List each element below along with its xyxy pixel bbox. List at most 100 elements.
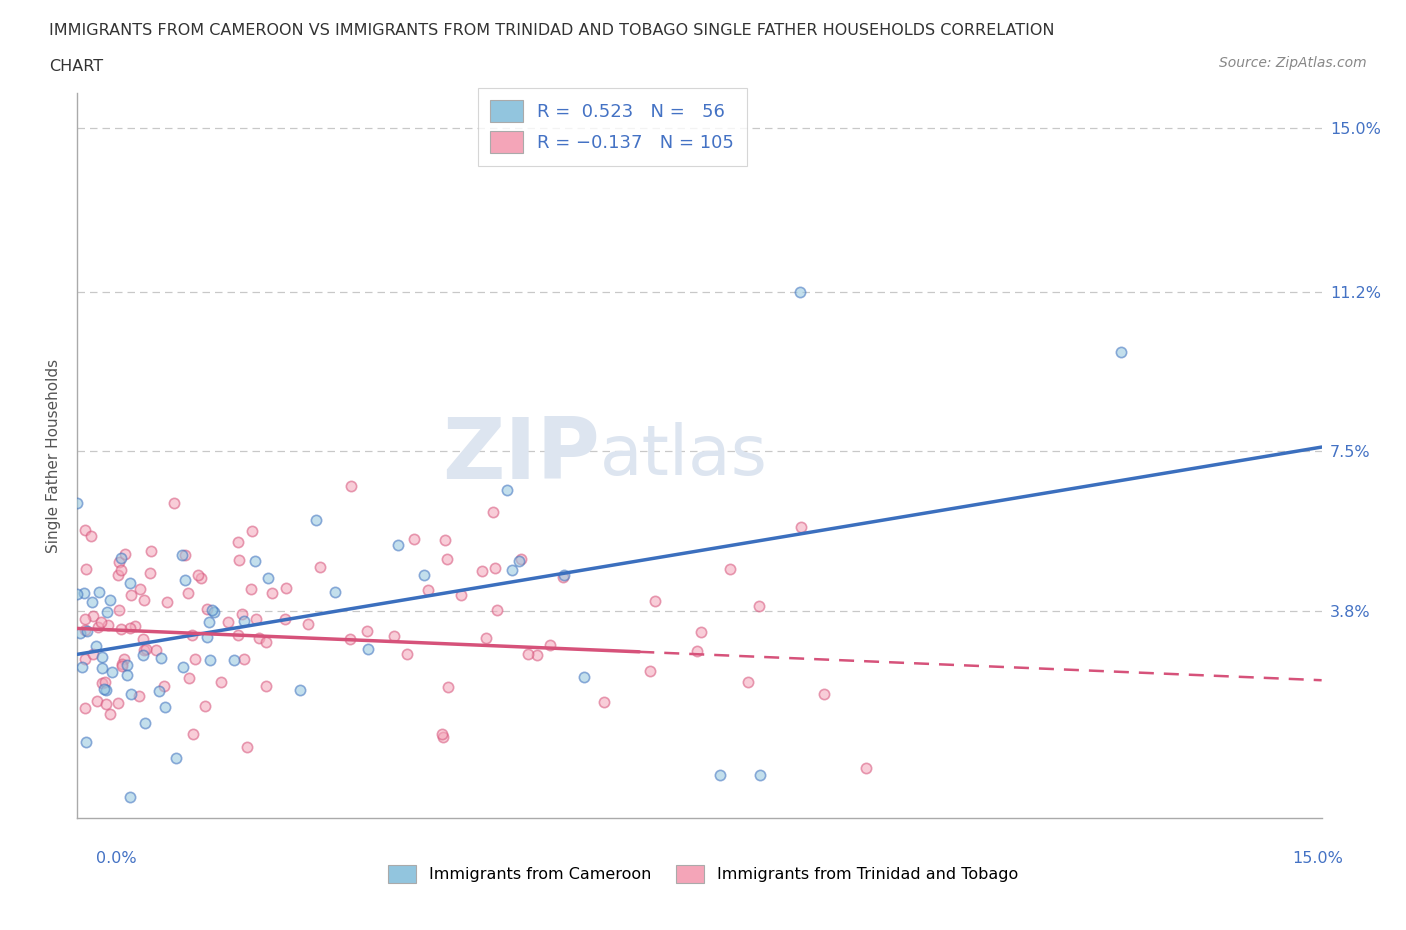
Point <box>114 547 136 562</box>
Point <box>84 638 107 653</box>
Point <box>357 642 380 657</box>
Point <box>382 629 405 644</box>
Point <box>90 650 112 665</box>
Point <box>163 496 186 511</box>
Point <box>82 646 104 661</box>
Point <box>481 504 503 519</box>
Point <box>737 675 759 690</box>
Point <box>387 538 409 553</box>
Point <box>325 584 347 599</box>
Point <box>262 586 284 601</box>
Point <box>553 568 575 583</box>
Text: atlas: atlas <box>600 422 768 489</box>
Point <box>240 524 263 538</box>
Point <box>297 616 319 631</box>
Point <box>813 686 835 701</box>
Point <box>97 618 120 632</box>
Point <box>309 560 332 575</box>
Point <box>526 647 548 662</box>
Point <box>112 652 135 667</box>
Point <box>638 664 661 679</box>
Point <box>94 697 117 711</box>
Point <box>96 605 118 620</box>
Point <box>75 651 97 666</box>
Point <box>73 585 96 600</box>
Point <box>239 581 262 596</box>
Point <box>501 563 523 578</box>
Point <box>120 686 142 701</box>
Point <box>686 644 709 658</box>
Point <box>432 726 454 741</box>
Point <box>135 642 157 657</box>
Point <box>110 551 132 565</box>
Point <box>508 553 530 568</box>
Point <box>181 628 204 643</box>
Point <box>139 565 162 580</box>
Point <box>190 571 212 586</box>
Text: 0.0%: 0.0% <box>96 851 136 866</box>
Point <box>538 637 561 652</box>
Point <box>471 564 494 578</box>
Point <box>107 603 129 618</box>
Point <box>709 768 731 783</box>
Point <box>145 643 167 658</box>
Point <box>181 726 204 741</box>
Point <box>202 604 225 619</box>
Point <box>496 483 519 498</box>
Point <box>256 570 278 585</box>
Point <box>173 573 195 588</box>
Text: IMMIGRANTS FROM CAMEROON VS IMMIGRANTS FROM TRINIDAD AND TOBAGO SINGLE FATHER HO: IMMIGRANTS FROM CAMEROON VS IMMIGRANTS F… <box>49 23 1054 38</box>
Point <box>197 602 219 617</box>
Point <box>132 631 155 646</box>
Point <box>75 612 97 627</box>
Point <box>209 675 232 690</box>
Point <box>107 568 129 583</box>
Text: ZIP: ZIP <box>443 414 600 498</box>
Point <box>194 699 217 714</box>
Legend: R =  0.523   N =   56, R = −0.137   N = 105: R = 0.523 N = 56, R = −0.137 N = 105 <box>478 87 747 166</box>
Point <box>111 657 134 671</box>
Point <box>93 682 115 697</box>
Point <box>80 529 103 544</box>
Point <box>356 623 378 638</box>
Point <box>66 587 89 602</box>
Point <box>195 630 218 644</box>
Point <box>139 543 162 558</box>
Point <box>118 620 141 635</box>
Point <box>87 619 110 634</box>
Point <box>66 496 89 511</box>
Point <box>184 651 207 666</box>
Point <box>118 790 141 804</box>
Point <box>153 679 176 694</box>
Point <box>231 606 253 621</box>
Point <box>340 479 363 494</box>
Point <box>855 761 877 776</box>
Point <box>198 615 221 630</box>
Point <box>413 567 436 582</box>
Point <box>108 555 131 570</box>
Point <box>75 700 97 715</box>
Point <box>690 624 713 639</box>
Point <box>115 658 138 672</box>
Point <box>100 707 122 722</box>
Point <box>179 671 201 686</box>
Point <box>224 652 246 667</box>
Point <box>198 653 221 668</box>
Point <box>82 608 104 623</box>
Point <box>82 594 104 609</box>
Point <box>226 535 249 550</box>
Point <box>75 523 97 538</box>
Point <box>110 621 132 636</box>
Point <box>288 683 311 698</box>
Point <box>75 735 97 750</box>
Point <box>274 612 297 627</box>
Point <box>509 551 531 566</box>
Point <box>120 588 142 603</box>
Point <box>245 611 267 626</box>
Point <box>94 674 117 689</box>
Point <box>90 661 112 676</box>
Point <box>228 553 250 568</box>
Point <box>172 659 194 674</box>
Point <box>276 580 298 595</box>
Point <box>150 651 173 666</box>
